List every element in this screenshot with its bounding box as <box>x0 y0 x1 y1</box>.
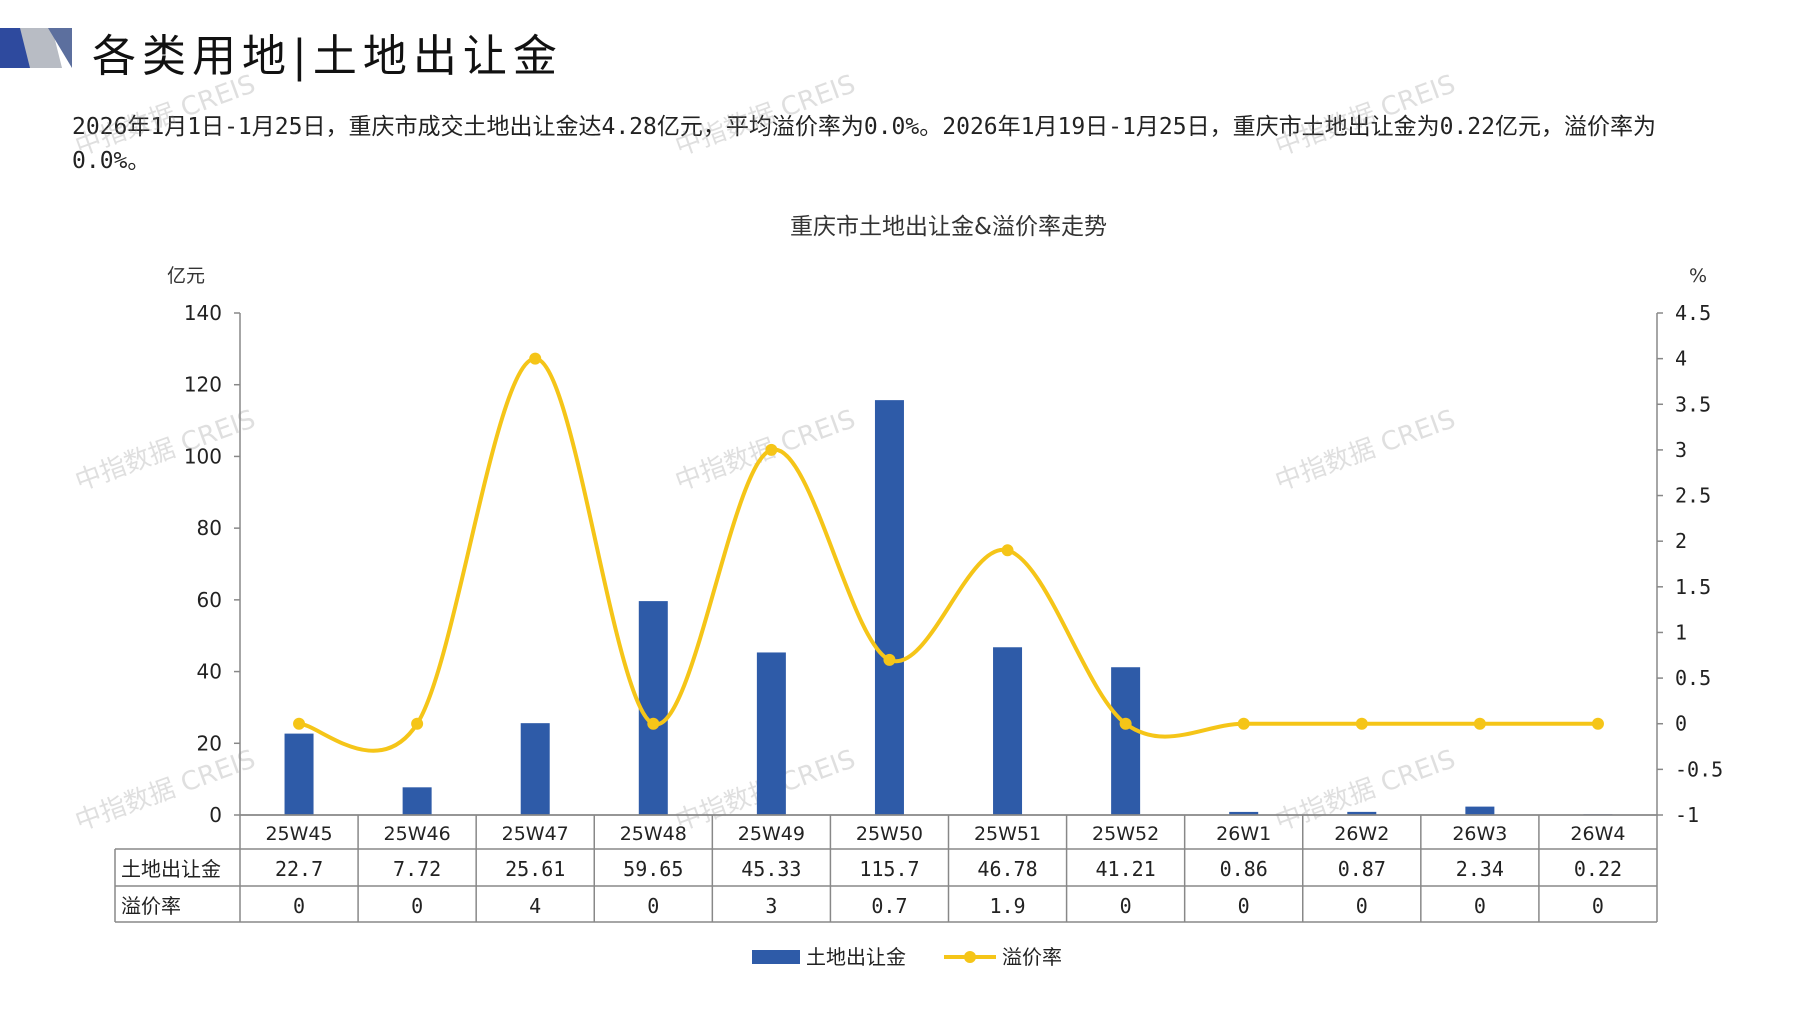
y-tick-left-label: 40 <box>197 660 222 684</box>
data-label: 0 <box>1120 894 1132 918</box>
data-label: 0 <box>1474 894 1486 918</box>
bar <box>1229 811 1259 815</box>
bar <box>638 601 668 815</box>
y-tick-right-label: 2.5 <box>1675 484 1711 508</box>
data-label: 0 <box>293 894 305 918</box>
line-point <box>1473 717 1486 730</box>
data-label: 25.61 <box>505 857 565 881</box>
data-label: 22.7 <box>275 857 323 881</box>
data-label: 2.34 <box>1456 857 1504 881</box>
x-tick-label: 26W1 <box>1216 823 1271 845</box>
x-tick-label: 25W46 <box>384 823 451 845</box>
data-label: 0.87 <box>1338 857 1386 881</box>
data-label: 0.22 <box>1574 857 1622 881</box>
summary-text: 2026年1月1日-1月25日，重庆市成交土地出让金达4.28亿元，平均溢价率为… <box>72 114 1656 174</box>
data-label: 59.65 <box>623 857 683 881</box>
header-logo-icon <box>0 28 72 68</box>
legend-bar-label: 土地出让金 <box>806 945 906 969</box>
line-point <box>647 717 660 730</box>
y-tick-left-label: 140 <box>184 301 222 325</box>
data-label: 4 <box>529 894 541 918</box>
line-point <box>411 717 424 730</box>
legend-line-label: 溢价率 <box>1002 945 1062 969</box>
y-tick-left-label: 0 <box>209 803 222 827</box>
line-point <box>1237 717 1250 730</box>
line-point <box>1355 717 1368 730</box>
bar <box>402 787 432 815</box>
y-tick-left-label: 100 <box>184 444 222 468</box>
x-tick-label: 25W47 <box>502 823 569 845</box>
table-row-header: 土地出让金 <box>121 857 221 881</box>
data-label: 0 <box>411 894 423 918</box>
x-tick-label: 25W50 <box>856 823 923 845</box>
y-tick-right-label: -0.5 <box>1675 757 1723 781</box>
y-tick-right-label: 1 <box>1675 620 1687 644</box>
x-tick-label: 25W52 <box>1092 823 1159 845</box>
line-point <box>1119 717 1132 730</box>
data-label: 7.72 <box>393 857 441 881</box>
x-tick-label: 25W48 <box>620 823 687 845</box>
y-tick-right-label: 0 <box>1675 712 1687 736</box>
line-point <box>1591 717 1604 730</box>
y-tick-right-label: 3.5 <box>1675 392 1711 416</box>
y-tick-right-label: 3 <box>1675 438 1687 462</box>
chart-title: 重庆市土地出让金&溢价率走势 <box>790 214 1107 240</box>
data-label: 0 <box>1356 894 1368 918</box>
y-tick-left-label: 20 <box>197 731 222 755</box>
legend-bar-swatch <box>752 950 800 964</box>
x-tick-label: 26W3 <box>1452 823 1507 845</box>
y-tick-left-label: 120 <box>184 373 222 397</box>
bar <box>874 400 904 815</box>
x-tick-label: 25W51 <box>974 823 1041 845</box>
y-tick-left-label: 60 <box>197 588 222 612</box>
bar <box>1347 811 1377 815</box>
x-tick-label: 26W2 <box>1334 823 1389 845</box>
data-label: 3 <box>765 894 777 918</box>
data-label: 0 <box>1592 894 1604 918</box>
table-row-header: 溢价率 <box>121 894 181 918</box>
bar <box>284 733 314 815</box>
data-label: 115.7 <box>859 857 919 881</box>
y-tick-right-label: 4.5 <box>1675 301 1711 325</box>
y-tick-left-label: 80 <box>197 516 222 540</box>
bar <box>1465 806 1495 815</box>
line-point <box>883 653 896 666</box>
y-axis-left-label: 亿元 <box>167 265 205 287</box>
data-label: 45.33 <box>741 857 801 881</box>
line-point <box>1001 544 1014 557</box>
data-label: 0.7 <box>871 894 907 918</box>
y-tick-right-label: 2 <box>1675 529 1687 553</box>
x-tick-label: 25W49 <box>738 823 805 845</box>
x-tick-label: 25W45 <box>265 823 332 845</box>
bar <box>1111 667 1141 815</box>
series-line <box>298 356 1598 753</box>
line-point <box>765 443 778 456</box>
data-label: 0.86 <box>1220 857 1268 881</box>
line-point <box>293 717 306 730</box>
data-label: 0 <box>647 894 659 918</box>
y-tick-right-label: -1 <box>1675 803 1699 827</box>
y-tick-right-label: 4 <box>1675 347 1687 371</box>
data-label: 46.78 <box>977 857 1037 881</box>
page-title: 各类用地|土地出让金 <box>92 31 563 82</box>
y-tick-right-label: 1.5 <box>1675 575 1711 599</box>
data-label: 41.21 <box>1096 857 1156 881</box>
data-label: 0 <box>1238 894 1250 918</box>
legend-line-marker <box>964 951 976 963</box>
line-point <box>529 352 542 365</box>
bar <box>756 652 786 815</box>
bar <box>520 723 550 815</box>
data-label: 1.9 <box>989 894 1025 918</box>
y-tick-right-label: 0.5 <box>1675 666 1711 690</box>
x-tick-label: 26W4 <box>1570 823 1625 845</box>
bar <box>993 647 1023 815</box>
y-axis-right-label: % <box>1689 265 1707 287</box>
